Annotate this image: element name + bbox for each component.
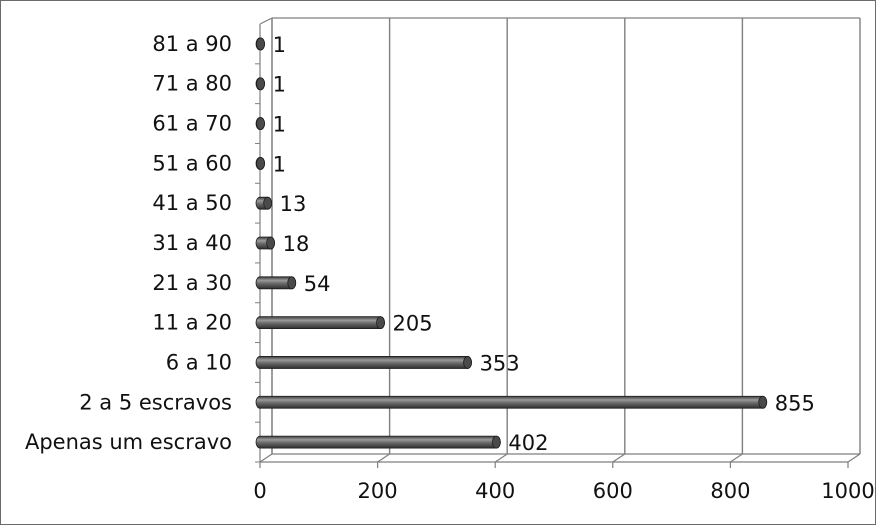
- bar-5: [255, 236, 275, 250]
- data-label-3: 205: [393, 312, 433, 336]
- y-tick-label-10: 81 a 90: [152, 32, 232, 56]
- data-label-8: 1: [273, 113, 286, 137]
- y-tick-label-2: 6 a 10: [166, 350, 232, 374]
- bar-cap-3: [376, 316, 385, 330]
- data-label-9: 1: [273, 73, 286, 97]
- data-label-0: 402: [508, 431, 548, 455]
- floor-line-0: [259, 453, 273, 463]
- y-tick-label-8: 61 a 70: [152, 112, 232, 136]
- floor-line-200: [377, 453, 390, 463]
- floor-line-600: [612, 453, 626, 463]
- bar-cap-1: [758, 395, 768, 409]
- bar-cap-9: [256, 77, 265, 91]
- bar-10: [255, 37, 265, 51]
- bar-cap-6: [263, 196, 273, 210]
- bar-cap-4: [287, 276, 297, 290]
- x-tick-label-0: 0: [253, 479, 266, 503]
- bar-body-2: [255, 356, 472, 369]
- bar-cap-10: [256, 37, 265, 51]
- bar-body-1: [255, 395, 768, 409]
- bar-cap-8: [256, 117, 265, 130]
- data-label-4: 54: [304, 272, 331, 296]
- floor-line-400: [494, 453, 508, 463]
- y-tick-label-6: 41 a 50: [152, 191, 232, 215]
- x-tick-label-1000: 1000: [821, 479, 874, 503]
- data-label-6: 13: [280, 192, 307, 216]
- data-label-1: 855: [775, 391, 815, 415]
- y-tick-label-1: 2 a 5 escravos: [79, 390, 232, 414]
- x-tick-label-200: 200: [358, 479, 398, 503]
- data-label-7: 1: [273, 152, 286, 176]
- x-tick-label-800: 800: [710, 479, 750, 503]
- y-tick-label-0: Apenas um escravo: [25, 430, 232, 454]
- bar-1: [255, 395, 768, 409]
- bar-cap-7: [256, 156, 265, 170]
- y-tick-label-7: 51 a 60: [152, 151, 232, 175]
- y-tick-label-9: 71 a 80: [152, 72, 232, 96]
- bar-body-0: [255, 435, 501, 449]
- bar-3: [255, 316, 385, 330]
- bar-0: [255, 435, 501, 449]
- bar-8: [255, 117, 265, 130]
- bar-cap-2: [463, 356, 472, 369]
- bar-cap-5: [266, 236, 275, 250]
- y-tick-label-3: 11 a 20: [152, 311, 232, 335]
- bar-7: [255, 156, 265, 170]
- floor-line-1000: [847, 453, 861, 463]
- bar-4: [255, 276, 297, 290]
- y-tick-label-5: 31 a 40: [152, 231, 232, 255]
- side-wall-top-edge: [259, 17, 273, 25]
- bar-6: [255, 196, 273, 210]
- data-label-2: 353: [480, 351, 520, 375]
- bar-body-3: [255, 316, 385, 330]
- x-tick-label-600: 600: [593, 479, 633, 503]
- x-tick-label-400: 400: [475, 479, 515, 503]
- floor-line-800: [730, 453, 743, 463]
- data-label-5: 18: [283, 232, 310, 256]
- bar-2: [255, 356, 472, 369]
- data-label-10: 1: [273, 33, 286, 57]
- y-tick-label-4: 21 a 30: [152, 271, 232, 295]
- bar-9: [255, 77, 265, 91]
- bar-cap-0: [491, 435, 501, 449]
